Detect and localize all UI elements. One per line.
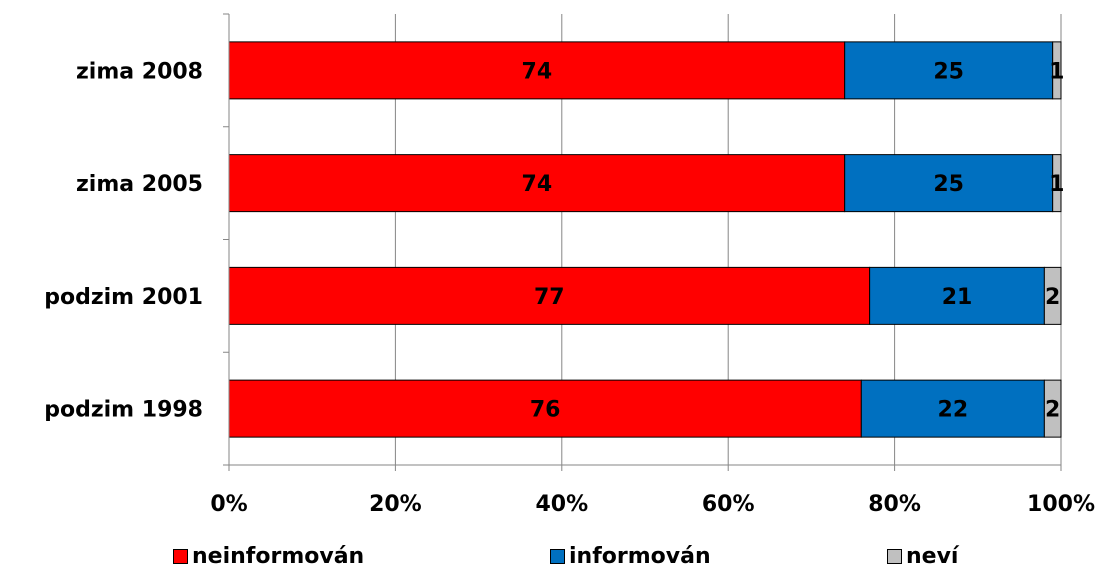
category-label: podzim 2001	[44, 285, 203, 310]
bars	[228, 41, 1062, 438]
legend-swatch	[887, 549, 902, 564]
category-label: zima 2008	[76, 59, 203, 84]
labels: 0% 20% 40% 60% 80% 100% 74 25 1 zima 2008 74 25 1 zim…	[44, 59, 1095, 517]
x-tick-label: 80%	[868, 492, 921, 517]
category-label: podzim 1998	[44, 398, 203, 423]
data-label: 22	[938, 398, 969, 423]
data-label: 1	[1049, 59, 1064, 84]
category-label: zima 2005	[76, 172, 203, 197]
legend-label: neinformován	[192, 544, 365, 569]
data-label: 2	[1045, 285, 1060, 310]
bar-segment-neinformován-1	[228, 154, 846, 213]
legend-swatch	[550, 549, 565, 564]
data-label: 1	[1049, 172, 1064, 197]
data-label: 76	[530, 398, 561, 423]
data-label: 74	[522, 59, 553, 84]
x-tick-label: 100%	[1027, 492, 1095, 517]
bar-segment-neví-2	[1043, 266, 1062, 325]
bar-segment-informován-1	[844, 154, 1054, 213]
bar-segment-informován-3	[860, 379, 1045, 438]
legend-label: informován	[569, 544, 711, 569]
x-tick-label: 40%	[535, 492, 588, 517]
bar-segment-neví-1	[1052, 154, 1062, 213]
chart: 0% 20% 40% 60% 80% 100% 74 25 1 zima 2008 74 25 1 zim…	[44, 13, 1095, 517]
data-label: 77	[534, 285, 565, 310]
bar-segment-informován-0	[844, 41, 1054, 100]
data-label: 74	[522, 172, 553, 197]
x-tick-label: 60%	[702, 492, 755, 517]
data-label: 25	[933, 172, 964, 197]
bar-segment-neinformován-0	[228, 41, 846, 100]
bar-segment-neinformován-3	[228, 379, 862, 438]
legend-label: neví	[906, 544, 959, 569]
legend-swatch	[173, 549, 188, 564]
bar-segment-neví-3	[1043, 379, 1062, 438]
data-label: 25	[933, 59, 964, 84]
legend: neinformován informován neví	[0, 544, 1107, 580]
legend-item: neví	[887, 544, 958, 569]
x-tick-label: 0%	[210, 492, 247, 517]
legend-item: informován	[550, 544, 711, 569]
x-tick-label: 20%	[369, 492, 422, 517]
data-label: 2	[1045, 398, 1060, 423]
data-label: 21	[942, 285, 973, 310]
axes	[223, 13, 1062, 471]
legend-item: neinformován	[173, 544, 364, 569]
bar-segment-neví-0	[1052, 41, 1062, 100]
